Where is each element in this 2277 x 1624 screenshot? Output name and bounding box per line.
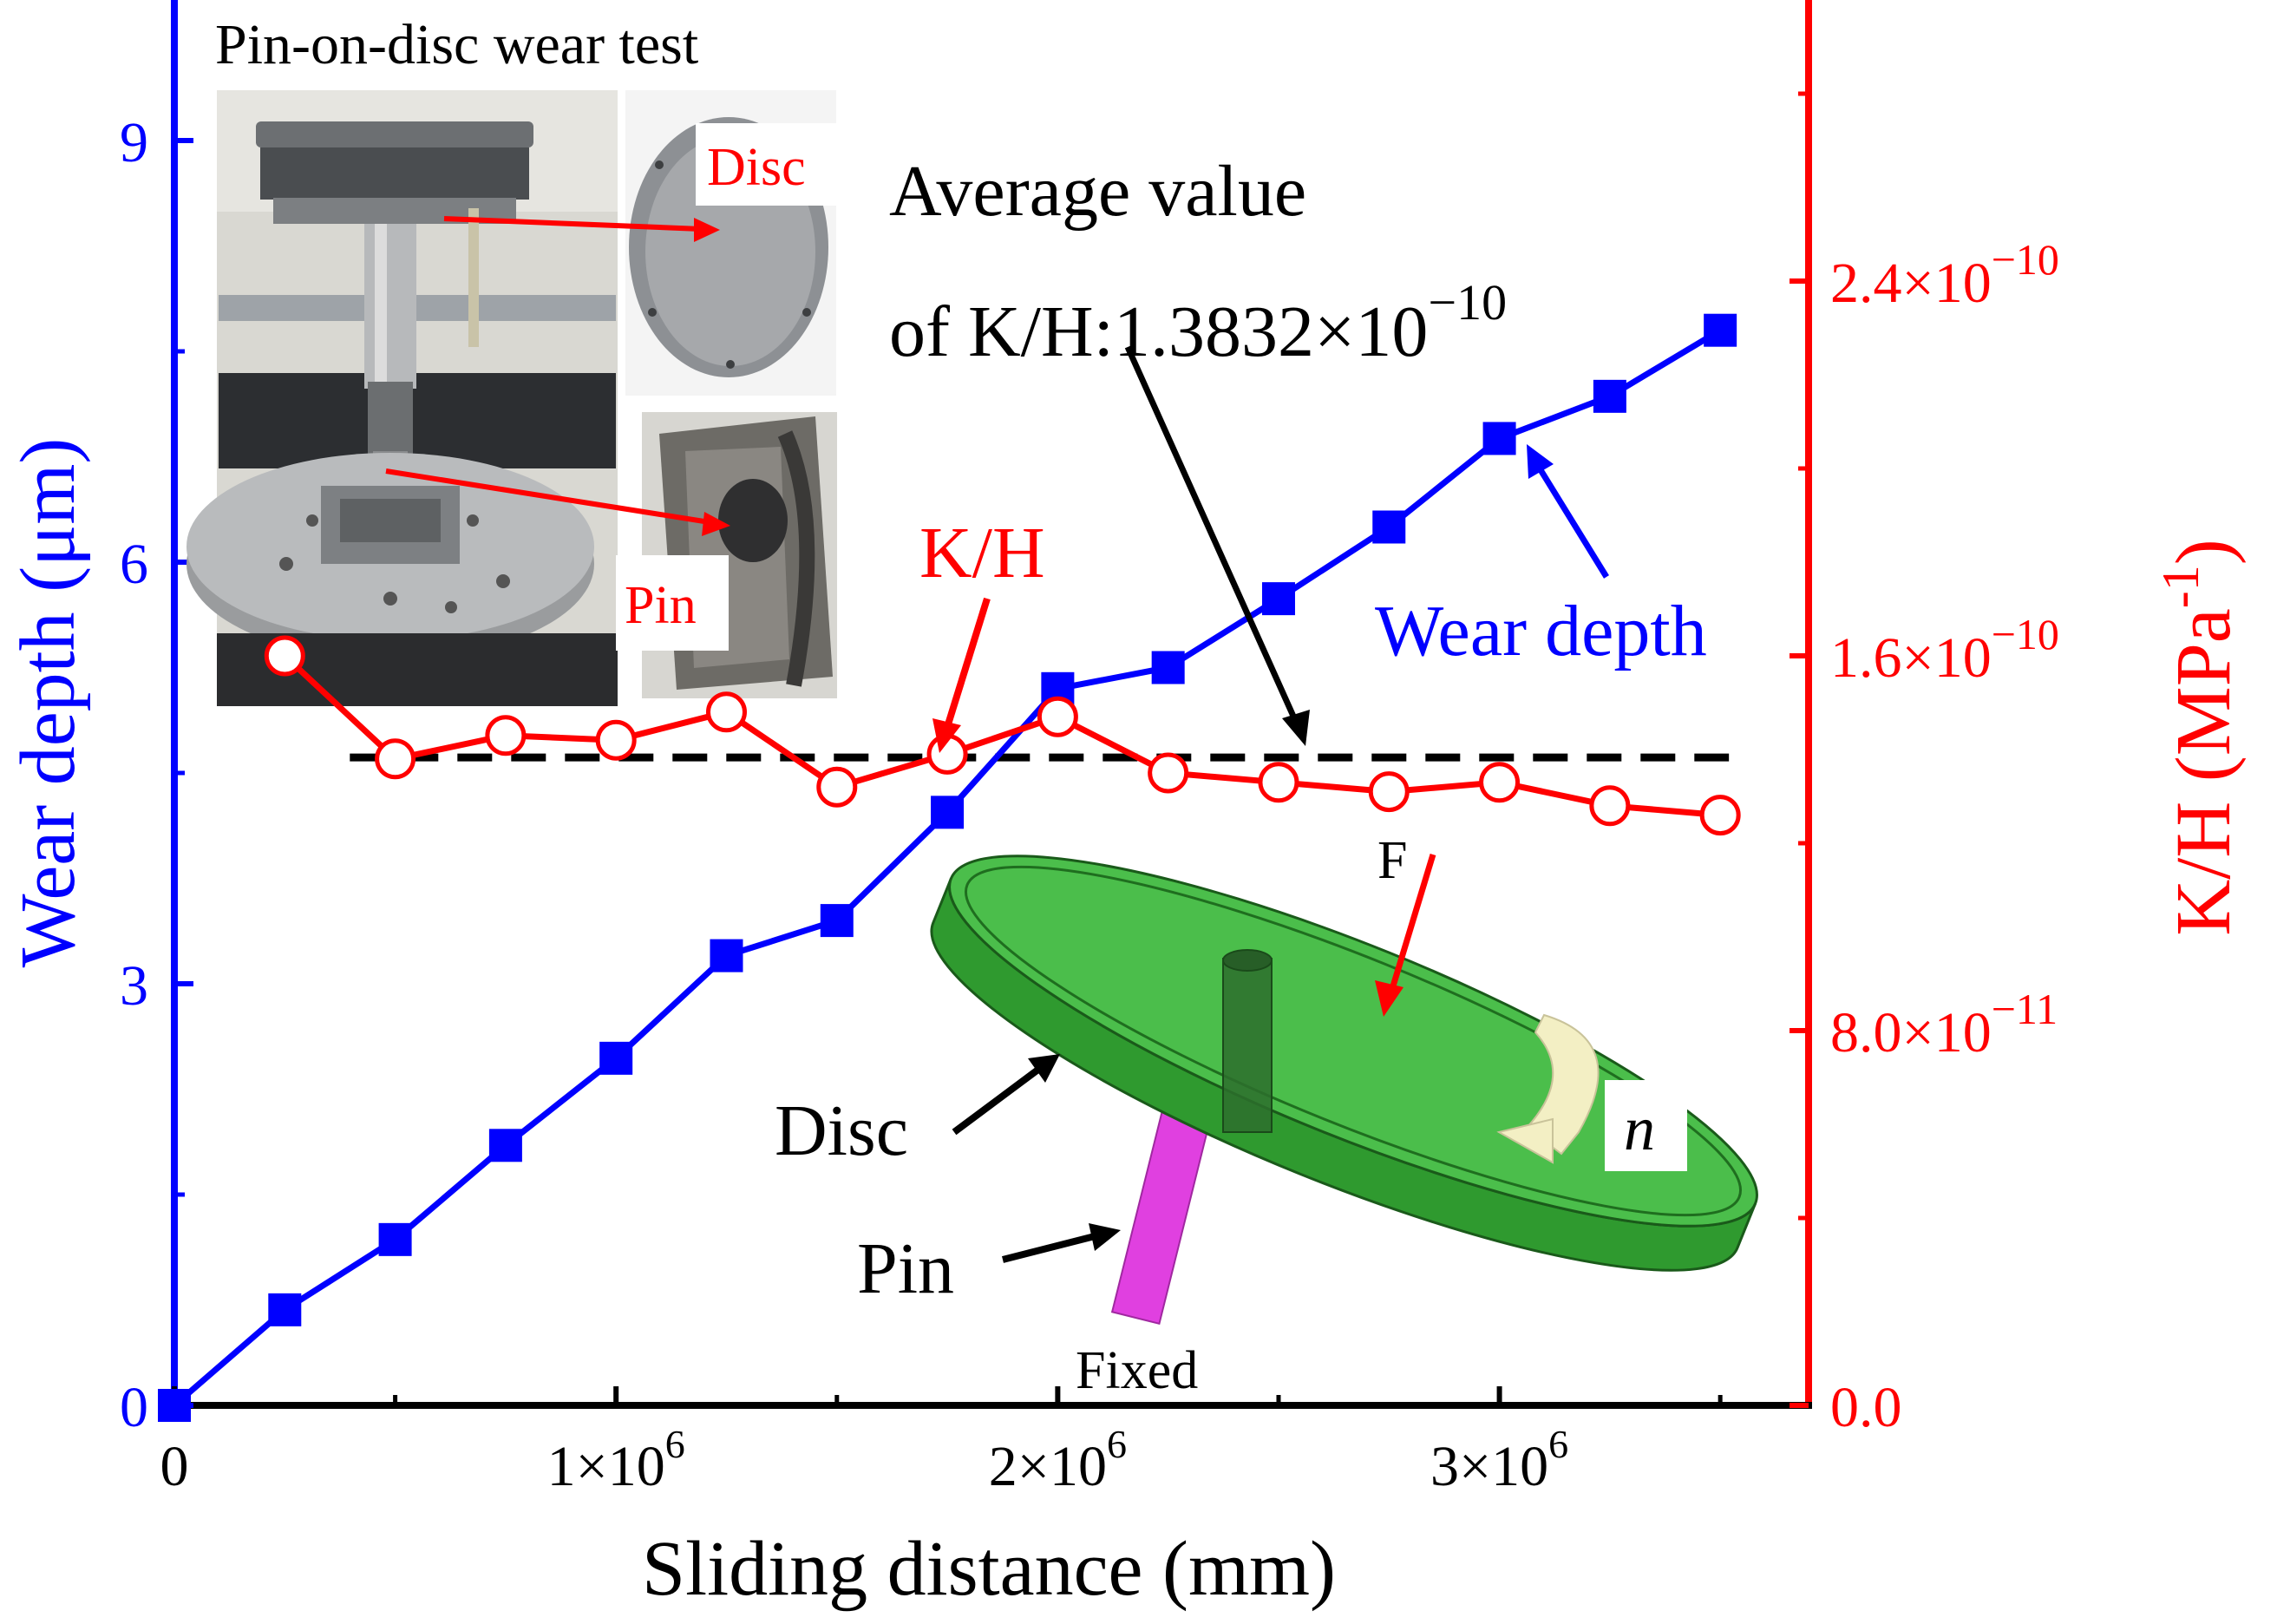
wear-depth-point <box>931 796 965 829</box>
x-tick-label: 0 <box>160 1435 189 1498</box>
wear-depth-point <box>1593 379 1626 413</box>
series-kh <box>264 635 1741 836</box>
wear-depth-point <box>1704 313 1737 347</box>
y-right-title-main: K/H (MPa <box>2161 608 2247 936</box>
kh-point <box>1479 762 1521 803</box>
y-left-tick-label: 3 <box>120 954 148 1018</box>
series-wear-depth <box>158 313 1737 1422</box>
disc-photo: Disc <box>625 90 836 396</box>
wear-depth-point <box>1151 651 1185 684</box>
y-left-tick-label: 9 <box>120 111 148 174</box>
kh-point <box>375 738 416 780</box>
pin-photo: Pin <box>616 403 837 706</box>
kh-annotation-label: K/H <box>919 513 1045 593</box>
kh-point <box>1699 795 1741 836</box>
x-tick-label: 1×106 <box>547 1422 685 1498</box>
kh-point <box>1368 771 1410 813</box>
y-right-tick-label: 2.4×10−10 <box>1830 235 2059 315</box>
average-annotation-line2: of K/H:1.3832×10−10 <box>889 274 1507 372</box>
wear-depth-point <box>158 1389 191 1422</box>
wear-depth-point <box>710 939 743 972</box>
y-right-title-sup: -1 <box>2152 565 2209 608</box>
kh-point <box>816 766 858 808</box>
schematic: n F Disc Pin Fixed <box>775 831 1758 1400</box>
schematic-pin-label: Pin <box>857 1228 954 1309</box>
wear-depth-point <box>599 1041 633 1075</box>
schematic-fixed-label: Fixed <box>1076 1341 1198 1400</box>
photo-arrows <box>385 216 730 536</box>
wear-depth-point <box>820 904 854 938</box>
wear-depth-point <box>1261 582 1295 616</box>
rotation-arrow-icon <box>1525 1013 1600 1156</box>
average-annotation-line1: Average value <box>889 151 1306 232</box>
axes <box>171 0 1812 1409</box>
y-right-tick-label: 8.0×10−11 <box>1830 985 2058 1064</box>
kh-point <box>1589 785 1631 827</box>
wear-depth-point <box>1372 510 1406 544</box>
photo-disc-label: Disc <box>707 138 806 197</box>
schematic-force-label: F <box>1377 831 1407 890</box>
wear-depth-point <box>488 1129 522 1162</box>
wear-depth-point <box>1482 422 1516 455</box>
annotations: Average value of K/H:1.3832×10−10 K/H We… <box>889 151 1707 753</box>
x-tick-label: 3×106 <box>1430 1422 1568 1498</box>
wear-depth-point <box>268 1293 302 1326</box>
y-right-tick-label: 1.6×10−10 <box>1830 610 2059 690</box>
x-tick-label: 2×106 <box>989 1422 1127 1498</box>
y-left-tick-label: 6 <box>120 533 148 596</box>
inset-title: Pin-on-disc wear test <box>215 13 698 76</box>
y-left-axis-title: Wear depth (μm) <box>5 438 91 968</box>
axis-ticks: 0 1×106 2×106 3×106 0 3 6 9 0.0 8.0×10−11 1.6×10−1… <box>120 91 2059 1498</box>
kh-point <box>1148 752 1189 794</box>
kh-point <box>264 635 305 677</box>
wear-depth-annotation-label: Wear depth <box>1375 591 1707 671</box>
kh-point <box>1037 696 1078 737</box>
average-annotation-exp: −10 <box>1428 274 1507 331</box>
y-left-tick-label: 0 <box>120 1376 148 1439</box>
average-annotation-prefix: of K/H:1.3832×10 <box>889 291 1428 372</box>
machine-photo <box>186 90 618 706</box>
schematic-disc-label: Disc <box>775 1090 908 1171</box>
schematic-rotation-label: n <box>1624 1094 1655 1163</box>
y-right-axis-title: K/H (MPa-1) <box>2152 539 2247 935</box>
photo-pin-label: Pin <box>625 576 697 635</box>
wear-depth-point <box>378 1222 412 1256</box>
y-right-title-close: ) <box>2161 539 2247 565</box>
x-axis-title: Sliding distance (mm) <box>642 1526 1336 1612</box>
kh-point <box>595 719 637 761</box>
kh-point <box>1258 762 1299 803</box>
kh-point <box>485 715 527 756</box>
kh-point <box>705 691 747 733</box>
inset-photo: Pin-on-disc wear test <box>186 13 837 706</box>
y-right-tick-label: 0.0 <box>1830 1376 1902 1439</box>
